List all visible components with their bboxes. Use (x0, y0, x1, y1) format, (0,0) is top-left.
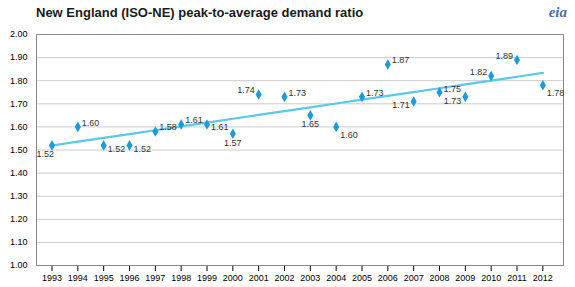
svg-text:1.73: 1.73 (366, 88, 384, 98)
svg-text:1.50: 1.50 (10, 145, 28, 155)
html-text:eia: eia (548, 3, 567, 20)
svg-text:1.73: 1.73 (289, 88, 307, 98)
svg-text:2001: 2001 (249, 273, 269, 283)
svg-text:1994: 1994 (68, 273, 88, 283)
svg-text:1.00: 1.00 (10, 260, 28, 270)
svg-text:2005: 2005 (352, 273, 372, 283)
svg-text:1.90: 1.90 (10, 52, 28, 62)
svg-text:1.60: 1.60 (10, 122, 28, 132)
svg-text:2011: 2011 (507, 273, 526, 283)
svg-text:1998: 1998 (171, 273, 191, 283)
svg-text:1997: 1997 (145, 273, 165, 283)
svg-text:1.75: 1.75 (444, 84, 462, 94)
svg-text:2012: 2012 (533, 273, 553, 283)
svg-text:1.60: 1.60 (340, 130, 358, 140)
svg-text:1.40: 1.40 (10, 168, 28, 178)
svg-text:1996: 1996 (119, 273, 139, 283)
svg-text:2002: 2002 (274, 273, 294, 283)
svg-text:1.60: 1.60 (82, 118, 100, 128)
svg-text:1999: 1999 (197, 273, 217, 283)
html-text:New England (ISO-NE) peak-to-a: New England (ISO-NE) peak-to-average dem… (36, 4, 364, 20)
svg-text:1.71: 1.71 (392, 100, 410, 110)
svg-text:1.30: 1.30 (10, 191, 28, 201)
svg-text:1.61: 1.61 (211, 122, 229, 132)
svg-text:1.78: 1.78 (547, 88, 565, 98)
svg-text:1.10: 1.10 (10, 237, 28, 247)
svg-text:1.61: 1.61 (185, 115, 203, 125)
svg-text:1.52: 1.52 (134, 144, 152, 154)
svg-text:1.80: 1.80 (10, 76, 28, 86)
svg-text:2006: 2006 (378, 273, 398, 283)
svg-text:1.57: 1.57 (224, 138, 242, 148)
svg-text:1.65: 1.65 (302, 119, 320, 129)
svg-text:2.00: 2.00 (10, 29, 28, 39)
svg-text:1.74: 1.74 (237, 85, 255, 95)
svg-text:2000: 2000 (223, 273, 243, 283)
svg-text:1993: 1993 (42, 273, 62, 283)
svg-text:2008: 2008 (429, 273, 449, 283)
svg-text:1.70: 1.70 (10, 99, 28, 109)
svg-text:1.52: 1.52 (36, 149, 54, 159)
svg-text:1.58: 1.58 (159, 122, 177, 132)
svg-text:1.89: 1.89 (495, 51, 513, 61)
svg-text:2007: 2007 (404, 273, 424, 283)
svg-text:2003: 2003 (300, 273, 320, 283)
svg-text:1.52: 1.52 (108, 144, 126, 154)
svg-text:1.20: 1.20 (10, 214, 28, 224)
svg-text:1995: 1995 (94, 273, 114, 283)
svg-text:2010: 2010 (481, 273, 501, 283)
svg-text:2004: 2004 (326, 273, 346, 283)
svg-text:1.82: 1.82 (470, 67, 488, 77)
svg-text:1.73: 1.73 (444, 96, 462, 106)
svg-text:1.87: 1.87 (392, 55, 410, 65)
svg-text:2009: 2009 (455, 273, 475, 283)
